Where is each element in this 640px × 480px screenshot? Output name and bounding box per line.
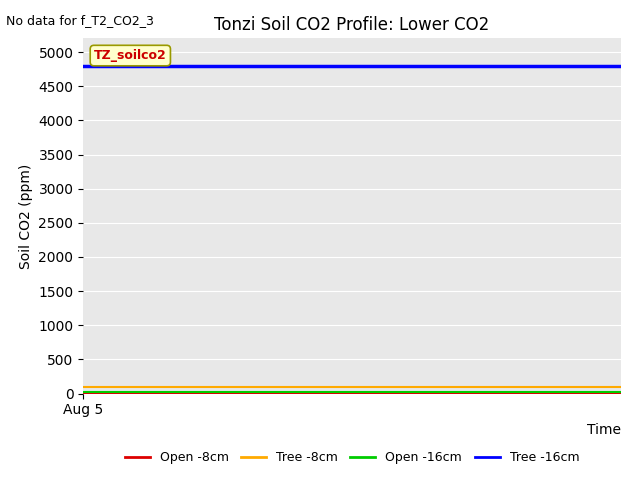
X-axis label: Time: Time <box>587 423 621 437</box>
Y-axis label: Soil CO2 (ppm): Soil CO2 (ppm) <box>19 163 33 269</box>
Text: No data for f_T2_CO2_3: No data for f_T2_CO2_3 <box>6 14 154 27</box>
Text: TZ_soilco2: TZ_soilco2 <box>94 49 166 62</box>
Legend: Open -8cm, Tree -8cm, Open -16cm, Tree -16cm: Open -8cm, Tree -8cm, Open -16cm, Tree -… <box>120 446 584 469</box>
Title: Tonzi Soil CO2 Profile: Lower CO2: Tonzi Soil CO2 Profile: Lower CO2 <box>214 16 490 34</box>
